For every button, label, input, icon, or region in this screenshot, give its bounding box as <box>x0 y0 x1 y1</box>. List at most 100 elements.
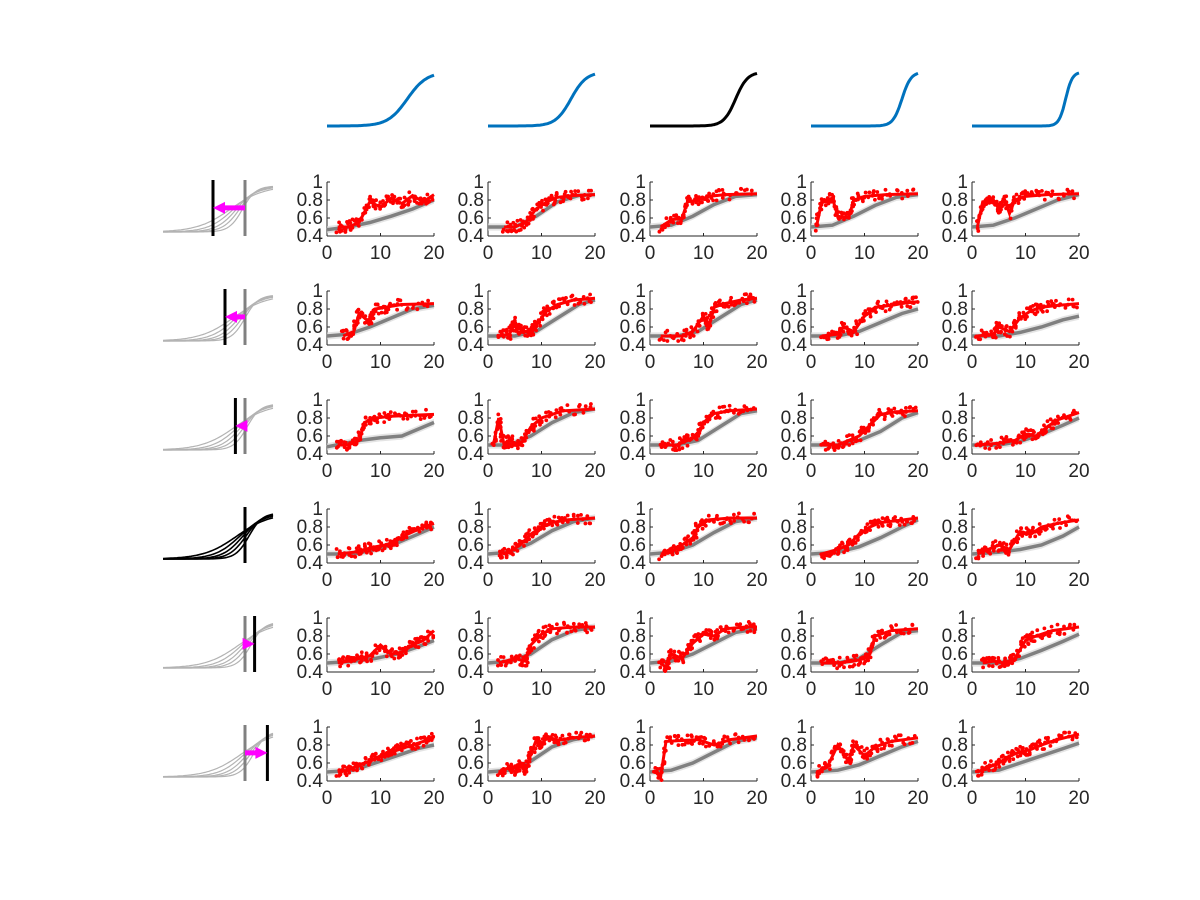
data-point <box>987 663 991 668</box>
y-tick-label: 0.6 <box>781 208 807 229</box>
data-point <box>866 658 871 663</box>
data-point <box>835 666 839 671</box>
data-point <box>859 745 864 749</box>
data-point <box>993 539 998 543</box>
data-point <box>506 445 511 450</box>
data-point <box>745 630 750 634</box>
data-point <box>334 230 339 235</box>
data-point <box>577 622 582 627</box>
data-point <box>500 229 505 234</box>
icon-curve <box>163 295 274 342</box>
data-point <box>376 311 381 316</box>
data-point <box>901 412 905 417</box>
panel-r4-c2: 0.40.60.810 10 20 <box>458 499 606 591</box>
data-point <box>334 547 339 551</box>
y-tick-label: 1 <box>796 172 807 193</box>
data-point <box>1052 517 1057 522</box>
data-point <box>914 295 918 300</box>
data-point <box>568 196 573 201</box>
data-point <box>429 527 434 532</box>
data-point <box>536 201 541 206</box>
x-tick-label: 20 <box>423 679 444 700</box>
y-tick-label: 0.8 <box>781 408 807 429</box>
y-tick-label: 0.8 <box>620 299 646 320</box>
data-point <box>813 228 818 233</box>
data-point <box>375 302 380 307</box>
panel-r2-c1: 0.40.60.810 10 20 <box>297 281 445 373</box>
data-point <box>1012 195 1016 200</box>
icon-curve <box>163 624 274 669</box>
data-point <box>1004 435 1009 439</box>
data-point <box>1024 435 1028 440</box>
y-tick-label: 0.8 <box>781 735 807 756</box>
data-point <box>895 188 900 193</box>
data-point <box>983 761 987 765</box>
panel-r3-c2: 0.40.60.810 10 20 <box>458 390 606 482</box>
data-point <box>1033 534 1038 539</box>
data-point <box>341 336 346 341</box>
icon-curve <box>163 623 274 669</box>
data-point <box>661 659 666 664</box>
data-point <box>1048 417 1053 422</box>
data-point <box>840 540 844 545</box>
data-point <box>1039 529 1043 534</box>
y-tick-label: 0.8 <box>458 408 484 429</box>
y-tick-label: 0.6 <box>781 426 807 447</box>
data-point <box>828 767 832 771</box>
y-tick-label: 0.4 <box>781 444 808 465</box>
data-point <box>395 307 399 312</box>
data-point <box>415 307 420 312</box>
data-point <box>695 329 700 334</box>
data-point <box>896 733 901 738</box>
data-point <box>738 622 743 627</box>
data-point <box>1014 529 1019 534</box>
y-tick-label: 1 <box>957 608 968 629</box>
data-point <box>868 753 872 758</box>
top-curve-row <box>327 71 1080 128</box>
data-point <box>558 412 563 417</box>
y-tick-label: 1 <box>635 608 646 629</box>
data-point <box>1011 757 1016 762</box>
data-line <box>654 734 758 780</box>
x-tick-label: 10 <box>854 679 875 700</box>
x-tick-label: 0 <box>967 461 978 482</box>
data-point <box>399 741 403 746</box>
x-tick-label: 10 <box>370 679 391 700</box>
y-tick-label: 0.8 <box>620 190 646 211</box>
data-point <box>426 629 430 634</box>
data-point <box>553 415 558 420</box>
data-point <box>404 651 408 656</box>
data-point <box>677 447 682 452</box>
data-point <box>1031 639 1036 643</box>
data-point <box>381 199 385 203</box>
panel-r3-c3: 0.40.60.810 10 20 <box>620 390 768 482</box>
y-tick-label: 0.8 <box>458 299 484 320</box>
data-point <box>751 622 756 627</box>
y-tick-label: 1 <box>635 172 646 193</box>
data-point <box>1072 622 1077 627</box>
data-point <box>373 547 378 552</box>
icon-curve <box>162 407 274 450</box>
data-point <box>1072 304 1076 309</box>
data-point <box>690 734 694 739</box>
data-point <box>736 740 741 745</box>
x-tick-label: 20 <box>907 461 928 482</box>
data-point <box>823 439 828 444</box>
data-point <box>680 446 685 450</box>
data-point <box>685 733 690 738</box>
data-point <box>552 740 557 745</box>
data-point <box>589 188 593 193</box>
data-point <box>400 653 405 657</box>
y-tick-label: 1 <box>957 281 968 302</box>
y-tick-label: 0.6 <box>458 208 484 229</box>
data-point <box>703 736 708 741</box>
data-point <box>532 428 536 433</box>
data-point <box>726 630 731 635</box>
data-point <box>1019 526 1024 531</box>
data-point <box>737 511 741 516</box>
data-line <box>342 302 435 338</box>
data-point <box>1058 630 1062 635</box>
y-tick-label: 0.4 <box>620 771 647 792</box>
x-tick-label: 0 <box>322 352 333 373</box>
data-point <box>1018 440 1023 445</box>
